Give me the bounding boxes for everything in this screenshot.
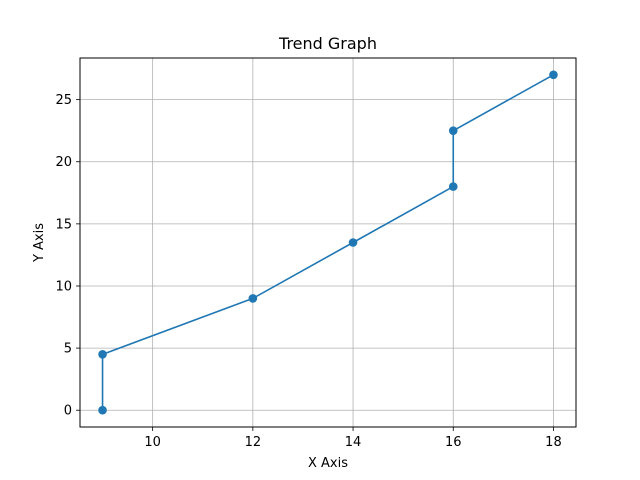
y-tick-label: 20 [55,155,72,170]
data-point [98,405,107,415]
grid [80,58,576,427]
data-point [448,126,458,135]
series-layer [98,70,558,415]
axis-ticks: 10 12 14 16 18 0 5 10 15 20 25 [55,93,561,450]
y-tick-label: 10 [55,279,72,294]
y-tick-label: 0 [64,404,72,419]
y-tick-label: 15 [55,217,72,232]
y-tick-label: 5 [64,342,72,357]
x-tick-label: 14 [345,435,362,450]
y-tick-label: 25 [55,93,72,108]
data-point [348,238,358,247]
x-tick-label: 10 [144,435,161,450]
chart-title: Trend Graph [278,34,377,53]
x-axis-title: X Axis [308,456,348,471]
data-point [448,182,458,191]
data-point [549,70,558,80]
data-point [98,350,107,359]
data-point [248,294,258,303]
plot-frame [79,57,577,428]
x-tick-label: 18 [545,435,562,450]
x-tick-label: 16 [445,435,462,450]
y-axis-title: Y Axis [32,223,47,263]
x-tick-label: 12 [245,435,262,450]
